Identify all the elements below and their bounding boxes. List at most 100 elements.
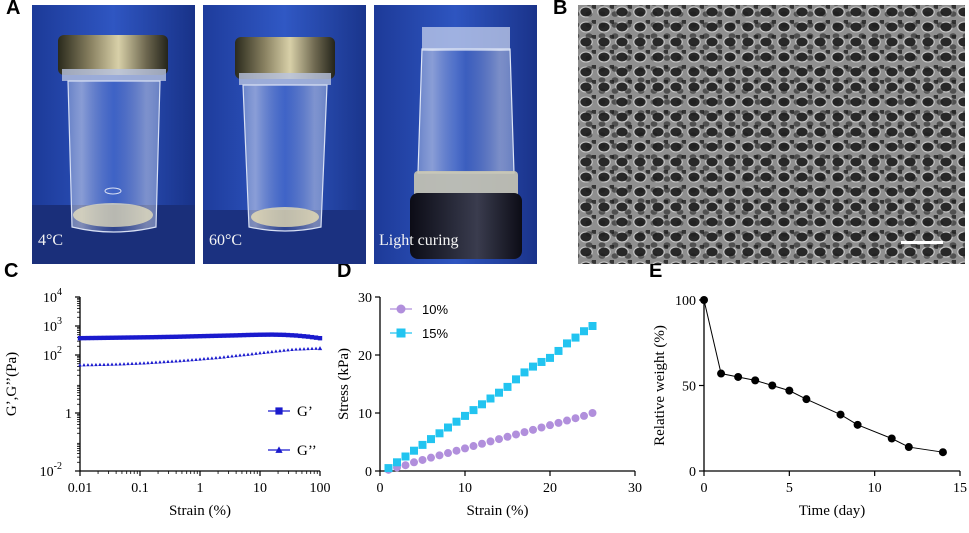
d-point-15 (384, 464, 393, 473)
panel-label-a: A (6, 0, 21, 19)
c-point-gdoubleprime (106, 362, 110, 366)
d-point-15 (495, 388, 503, 397)
d-point-10 (435, 451, 444, 460)
c-point-gdoubleprime (110, 362, 114, 366)
c-x-tick-label: 10 (253, 481, 267, 496)
d-point-15 (588, 322, 597, 330)
d-point-15 (529, 362, 537, 371)
c-point-gprime (153, 334, 159, 340)
c-point-gdoubleprime (274, 349, 278, 353)
c-point-gdoubleprime (82, 363, 86, 367)
c-point-gdoubleprime (102, 362, 106, 366)
d-point-15 (461, 411, 469, 420)
d-point-15 (520, 368, 529, 377)
c-point-gprime (105, 335, 111, 341)
c-point-gdoubleprime (146, 360, 150, 365)
d-point-10 (495, 435, 503, 444)
e-point (768, 381, 777, 390)
c-point-gdoubleprime (214, 355, 218, 360)
c-point-gprime (221, 333, 227, 338)
d-point-15 (401, 452, 410, 461)
chart-e: 0 5 10 15 0 50 100 Time (day) Relative weight (%… (652, 294, 967, 519)
d-x-label: Strain (%) (466, 503, 528, 519)
c-point-gdoubleprime (246, 352, 250, 356)
e-y-tick-label: 50 (682, 380, 696, 395)
c-point-gprime (305, 334, 311, 339)
d-point-10 (401, 461, 410, 470)
e-point (887, 434, 896, 443)
photo-caption-60c: 60°C (209, 232, 243, 249)
c-point-gprime (177, 334, 183, 339)
d-point-15 (503, 382, 512, 391)
c-point-gdoubleprime (194, 357, 198, 361)
c-point-gdoubleprime (294, 347, 298, 351)
d-point-15 (512, 375, 520, 384)
d-point-10 (478, 439, 486, 448)
c-point-gprime (257, 332, 263, 337)
d-y-tick-label: 20 (358, 349, 372, 364)
d-x-tick-label: 20 (543, 481, 557, 496)
c-point-gprime (205, 333, 211, 339)
e-y-tick-label: 0 (689, 465, 696, 480)
c-point-gprime (145, 335, 151, 340)
d-legend-marker (396, 328, 406, 338)
c-y-tick-label: 10-2 (40, 461, 62, 480)
panel-label-d: D (337, 260, 352, 282)
c-point-gdoubleprime (198, 357, 202, 361)
c-point-gdoubleprime (302, 347, 306, 351)
c-point-gprime (281, 332, 287, 338)
vial-photo-4c (32, 5, 195, 264)
e-x-tick-label: 10 (868, 481, 882, 496)
d-point-10 (486, 437, 495, 446)
c-x-tick-label: 1 (197, 481, 204, 496)
e-point (751, 376, 760, 385)
c-point-gprime (101, 335, 107, 341)
d-point-10 (418, 455, 427, 464)
d-point-10 (444, 449, 452, 458)
c-x-tick-label: 0.01 (68, 481, 93, 496)
photo-caption-light-curing: Light curing (379, 232, 459, 249)
d-point-15 (537, 357, 546, 366)
d-x-tick-label: 0 (377, 481, 384, 496)
d-legend-label: 10% (422, 302, 448, 317)
e-point (853, 420, 862, 429)
d-point-10 (427, 453, 435, 462)
c-point-gprime (209, 333, 215, 339)
d-point-10 (580, 411, 588, 420)
c-point-gprime (161, 334, 167, 340)
c-point-gdoubleprime (190, 358, 194, 362)
d-point-15 (452, 417, 461, 426)
c-point-gdoubleprime (218, 355, 222, 359)
d-legend-label: 15% (422, 326, 448, 341)
c-point-gdoubleprime (278, 348, 282, 353)
c-point-gprime (269, 332, 275, 337)
d-point-15 (580, 327, 588, 336)
c-point-gprime (185, 334, 191, 339)
d-point-10 (563, 416, 571, 425)
d-point-10 (529, 425, 537, 434)
c-point-gdoubleprime (118, 362, 122, 366)
c-point-gdoubleprime (166, 359, 170, 364)
e-point (904, 443, 913, 452)
c-point-gdoubleprime (94, 362, 98, 367)
c-point-gdoubleprime (86, 363, 90, 367)
d-point-10 (546, 421, 554, 430)
d-point-15 (486, 394, 495, 403)
d-point-15 (393, 458, 401, 467)
c-point-gprime (193, 334, 199, 339)
c-point-gprime (81, 335, 87, 341)
c-point-gdoubleprime (234, 353, 238, 358)
e-point (734, 372, 743, 381)
scale-bar (901, 241, 943, 244)
d-point-10 (571, 414, 580, 423)
c-point-gprime (157, 334, 163, 340)
c-point-gdoubleprime (178, 358, 182, 363)
c-y-tick-label: 102 (43, 345, 62, 364)
c-point-gprime (313, 335, 319, 340)
c-x-label: Strain (%) (169, 503, 231, 519)
c-point-gdoubleprime (174, 359, 178, 363)
d-point-15 (563, 339, 571, 348)
d-point-15 (469, 406, 478, 415)
d-point-15 (571, 333, 580, 342)
c-point-gprime (265, 332, 271, 337)
